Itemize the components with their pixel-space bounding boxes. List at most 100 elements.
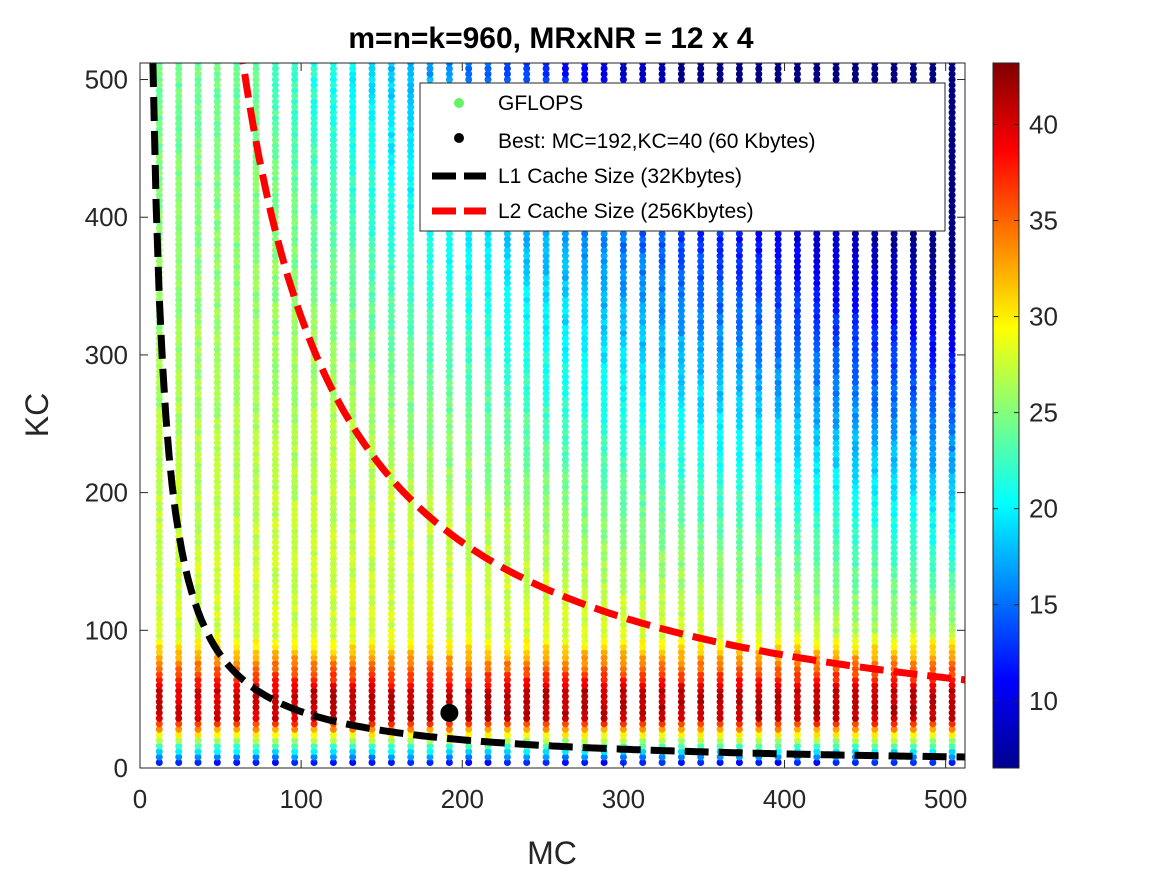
scatter-point: [291, 263, 299, 271]
scatter-point: [175, 676, 183, 684]
scatter-point: [252, 544, 260, 552]
scatter-point: [271, 345, 279, 353]
scatter-point: [155, 511, 163, 519]
scatter-point: [155, 648, 163, 656]
scatter-point: [291, 76, 299, 83]
scatter-point: [175, 489, 183, 497]
scatter-point: [329, 582, 337, 590]
scatter-point: [310, 390, 318, 397]
scatter-point: [155, 527, 163, 535]
scatter-point: [175, 527, 183, 535]
scatter-point: [271, 494, 279, 502]
scatter-point: [329, 252, 337, 260]
scatter-point: [291, 164, 299, 172]
scatter-point: [291, 720, 299, 728]
scatter-point: [213, 81, 221, 89]
scatter-point: [194, 401, 202, 408]
scatter-point: [310, 654, 318, 662]
scatter-point: [233, 158, 241, 166]
scatter-point: [213, 626, 221, 634]
scatter-point: [252, 670, 260, 678]
scatter-point: [233, 456, 241, 464]
scatter-point: [194, 164, 202, 172]
scatter-point: [271, 76, 279, 83]
scatter-point: [329, 131, 337, 139]
scatter-point: [329, 114, 337, 122]
scatter-point: [213, 549, 221, 557]
scatter-point: [194, 175, 202, 183]
scatter-point: [175, 478, 183, 486]
scatter-point: [310, 329, 318, 337]
scatter-point: [291, 235, 299, 243]
scatter-point: [310, 643, 318, 651]
scatter-point: [310, 527, 318, 535]
scatter-point: [291, 92, 299, 100]
scatter-point: [349, 748, 357, 755]
scatter-point: [291, 555, 299, 563]
scatter-point: [233, 301, 241, 309]
scatter-point: [291, 401, 299, 408]
scatter-point: [213, 478, 221, 486]
scatter-point: [175, 290, 183, 298]
scatter-point: [271, 268, 279, 276]
scatter-point: [233, 648, 241, 656]
scatter-point: [175, 87, 183, 94]
scatter-point: [252, 356, 260, 364]
scatter-point: [213, 230, 221, 238]
scatter-point: [329, 142, 337, 150]
scatter-point: [194, 274, 202, 282]
scatter-point: [310, 103, 318, 111]
scatter-point: [175, 246, 183, 254]
scatter-point: [291, 208, 299, 216]
scatter-point: [329, 450, 337, 458]
scatter-point: [310, 279, 318, 287]
scatter-point: [213, 412, 221, 419]
scatter-point: [329, 63, 337, 67]
scatter-point: [271, 555, 279, 563]
scatter-point: [175, 687, 183, 695]
scatter-point: [213, 621, 221, 629]
scatter-point: [233, 191, 241, 199]
scatter-point: [310, 621, 318, 629]
scatter-point: [194, 566, 202, 574]
scatter-point: [271, 599, 279, 607]
scatter-point: [213, 428, 221, 436]
scatter-point: [233, 252, 241, 260]
scatter-point: [310, 395, 318, 403]
scatter-point: [329, 92, 337, 100]
scatter-point: [252, 632, 260, 640]
scatter-point: [252, 582, 260, 590]
scatter-point: [291, 373, 299, 381]
scatter-point: [310, 560, 318, 568]
scatter-point: [155, 588, 163, 596]
scatter-point: [175, 637, 183, 645]
scatter-point: [329, 533, 337, 541]
scatter-point: [329, 279, 337, 287]
scatter-point: [213, 687, 221, 695]
scatter-point: [329, 175, 337, 183]
scatter-point: [252, 197, 260, 205]
scatter-point: [155, 615, 163, 623]
scatter-point: [329, 81, 337, 89]
scatter-point: [175, 593, 183, 601]
scatter-point: [175, 390, 183, 397]
scatter-point: [329, 373, 337, 381]
scatter-point: [155, 323, 163, 331]
scatter-point: [194, 213, 202, 221]
scatter-point: [194, 318, 202, 326]
scatter-point: [310, 285, 318, 293]
scatter-point: [252, 312, 260, 320]
scatter-point: [155, 417, 163, 425]
scatter-point: [271, 367, 279, 375]
scatter-point: [155, 670, 163, 678]
scatter-point: [194, 478, 202, 486]
scatter-point: [329, 555, 337, 563]
scatter-point: [271, 439, 279, 447]
scatter-point: [252, 555, 260, 563]
scatter-point: [233, 681, 241, 689]
scatter-point: [252, 483, 260, 491]
scatter-point: [271, 81, 279, 89]
scatter-point: [213, 142, 221, 150]
scatter-point: [194, 109, 202, 117]
scatter-point: [329, 549, 337, 557]
